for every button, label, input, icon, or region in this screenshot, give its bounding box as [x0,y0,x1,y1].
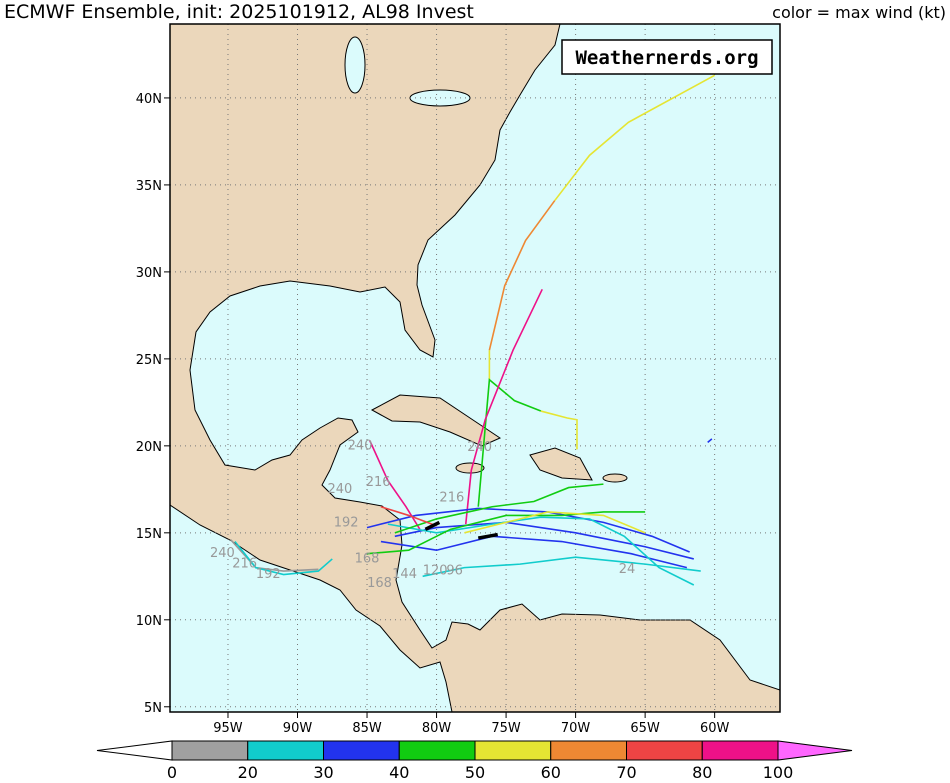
hour-label: 144 [392,567,417,582]
hour-label: 240 [348,438,373,453]
hour-label: 216 [232,557,257,572]
puerto-rico [602,473,628,483]
colorbar-box [323,740,400,761]
y-tick-label: 40N [136,92,162,107]
watermark-box [561,39,773,75]
x-tick-label: 60W [700,721,730,736]
hour-label: 168 [355,551,380,566]
hour-label: 216 [366,475,391,490]
x-tick-label: 85W [352,721,382,736]
track [380,505,437,527]
colorbar-box [550,740,627,761]
colorbar-label: 50 [465,763,485,782]
track [707,438,713,443]
y-tick-label: 30N [136,266,162,281]
grid [170,24,780,712]
track [554,74,716,202]
colorbar-over [777,740,853,761]
title: ECMWF Ensemble, init: 2025101912, AL98 I… [4,1,474,23]
colorbar-under [96,740,173,761]
track [540,410,578,450]
track [464,288,543,525]
x-tick-label: 75W [491,721,521,736]
colorbar-box [626,740,703,761]
colorbar-box [398,740,476,761]
track [422,556,701,578]
colorbar-box [701,740,779,761]
colorbar-label: 60 [541,763,561,782]
track [394,483,604,534]
colorbar-box [474,740,552,761]
jamaica [455,462,485,474]
tracks [230,74,716,586]
y-tick-label: 10N [136,614,162,629]
hour-label: 216 [439,491,464,506]
hour-label: 192 [334,516,359,531]
track [464,511,646,534]
frame [169,23,781,713]
x-tick-label: 95W [213,721,243,736]
colorbar-label: 40 [389,763,409,782]
colorbar-label: 100 [763,763,794,782]
x-tick-label: 90W [283,721,313,736]
track [230,539,319,572]
colorbar-label: 20 [238,763,258,782]
colorbar-box [171,740,249,761]
hour-label: 120 [423,564,448,579]
hour-label: 24 [619,562,636,577]
x-tick-label: 70W [561,721,591,736]
track [380,535,688,569]
track [488,200,556,351]
colorbar-label: 80 [692,763,712,782]
x-tick-label: 80W [422,721,452,736]
colorbar: 0 20 30 40 50 60 70 80 100 [96,740,853,782]
colorbar-label: 70 [616,763,636,782]
watermark: Weathernerds.org [575,47,758,69]
great-lake [344,36,366,94]
hour-label: 168 [367,576,392,591]
hour-label: 192 [256,567,281,582]
track [477,378,542,507]
x-tick-label: 65W [630,721,660,736]
hour-label: 240 [210,546,235,561]
axes: 95W 90W 85W 80W 75W 70W 65W 60W 5N 10N 15N 20N 25N 30… [136,92,730,736]
mainland [170,24,780,712]
y-tick-label: 25N [136,353,162,368]
hour-label: 240 [328,482,353,497]
track [477,532,499,540]
y-tick-label: 35N [136,179,162,194]
legend-note: color = max wind (kt) [772,3,946,22]
colorbar-label: 30 [313,763,333,782]
hour-label: 96 [446,564,463,579]
track [424,520,441,531]
colorbar-label: 0 [167,763,177,782]
track [234,541,333,576]
hispaniola [529,447,593,481]
track [366,511,646,555]
colorbar-box [247,740,324,761]
hour-label: 240 [467,440,492,455]
y-tick-label: 5N [144,701,162,716]
y-tick-label: 15N [136,527,162,542]
cuba [370,394,502,447]
track [369,440,421,530]
y-tick-label: 20N [136,440,162,455]
